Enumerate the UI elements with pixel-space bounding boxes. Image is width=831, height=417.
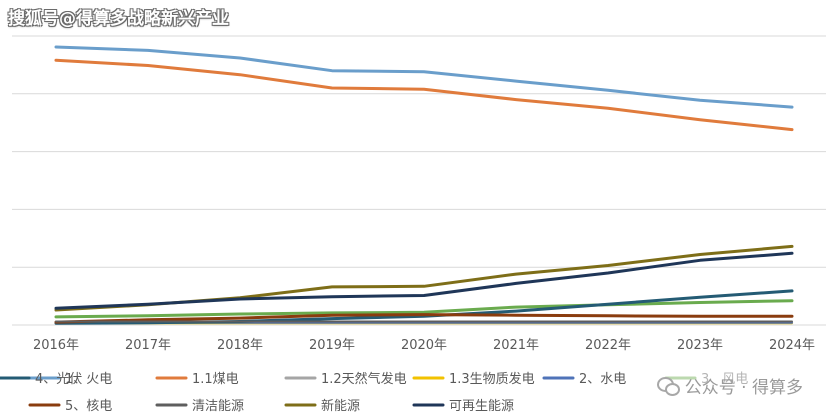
legend-item: 1.1煤电: [155, 372, 239, 387]
legend-label: 可再生能源: [449, 399, 514, 414]
legend-label: 1、火电: [65, 372, 112, 387]
x-tick-label: 2023年: [677, 338, 723, 353]
legend-label: 清洁能源: [192, 399, 244, 414]
x-tick-label: 2017年: [125, 338, 171, 353]
legend-label: 1.3生物质发电: [449, 371, 535, 387]
x-tick-label: 2020年: [401, 338, 447, 353]
legend-item: 4、光伏: [0, 372, 82, 387]
series-line: [54, 251, 794, 310]
legend-item: 可再生能源: [412, 399, 514, 414]
legend-item: 1.2天然气发电: [284, 371, 407, 387]
x-tick-label: 2024年: [769, 338, 815, 353]
watermark-bottom-text: 公众号 · 得算多: [684, 378, 803, 398]
legend-item: 1、火电: [28, 372, 112, 387]
legend-label: 1.2天然气发电: [321, 371, 407, 387]
legend-item: 5、核电: [28, 399, 112, 414]
series-lines: [54, 45, 794, 325]
x-tick-label: 2021年: [493, 338, 539, 353]
x-tick-label: 2022年: [585, 338, 631, 353]
legend-item: 1.3生物质发电: [412, 371, 535, 387]
gridlines: [12, 35, 826, 326]
wechat-icon: [656, 376, 680, 396]
legend-label: 5、核电: [65, 399, 112, 414]
x-axis-tick-labels: 2016年 2017年 2018年 2019年 2020年 2021年 2022年 2023年…: [33, 338, 815, 353]
legend-label: 4、光伏: [35, 372, 82, 387]
legend-label: 新能源: [321, 398, 360, 414]
series-line: [54, 58, 794, 132]
legend: 1、火电1.1煤电1.2天然气发电1.3生物质发电2、水电3、风电4、光伏5、核…: [0, 371, 748, 414]
x-tick-label: 2018年: [217, 338, 263, 353]
watermark-bottom: 公众号 · 得算多: [654, 372, 805, 399]
legend-item: 清洁能源: [155, 399, 244, 414]
legend-item: 2、水电: [542, 372, 626, 387]
legend-item: 新能源: [284, 398, 360, 414]
legend-label: 1.1煤电: [192, 372, 239, 387]
series-line: [54, 45, 794, 109]
x-tick-label: 2019年: [309, 338, 355, 353]
watermark-top: 搜狐号@得算多战略新兴产业: [8, 9, 229, 29]
x-tick-label: 2016年: [33, 338, 79, 353]
series-line: [54, 299, 794, 319]
series-line: [54, 313, 794, 324]
series-line: [54, 244, 794, 312]
legend-label: 2、水电: [579, 372, 626, 387]
